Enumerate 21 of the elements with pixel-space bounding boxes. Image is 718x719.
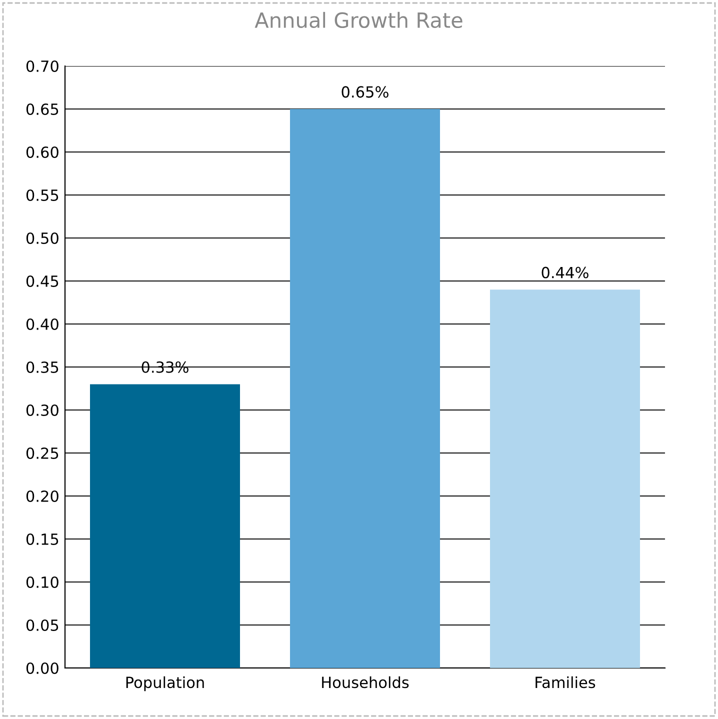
- text: 0.25: [26, 447, 58, 460]
- text: 0.15: [26, 533, 58, 546]
- x-tick-label: Families: [536, 676, 596, 688]
- text: 0.50: [26, 232, 58, 244]
- text: 0.20: [26, 490, 58, 502]
- text: 0.00: [26, 662, 58, 674]
- x-tick-label: Population: [126, 676, 204, 692]
- text: 0.35: [26, 361, 58, 374]
- text: 0.65: [26, 103, 58, 116]
- text: 0.45: [26, 275, 58, 288]
- text: 0.60: [26, 146, 58, 158]
- x-tick-label: Households: [322, 676, 409, 688]
- text: 0.10: [26, 576, 58, 588]
- chart-title: Annual Growth Rate: [254, 12, 462, 28]
- data-label: 0.44%: [542, 266, 588, 278]
- text: 0.40: [26, 318, 58, 330]
- text: 0.70: [26, 60, 58, 72]
- text: 0.05: [26, 619, 58, 632]
- text: 0.30: [26, 404, 58, 416]
- data-label: 0.65%: [342, 86, 388, 98]
- text: 0.55: [26, 189, 58, 202]
